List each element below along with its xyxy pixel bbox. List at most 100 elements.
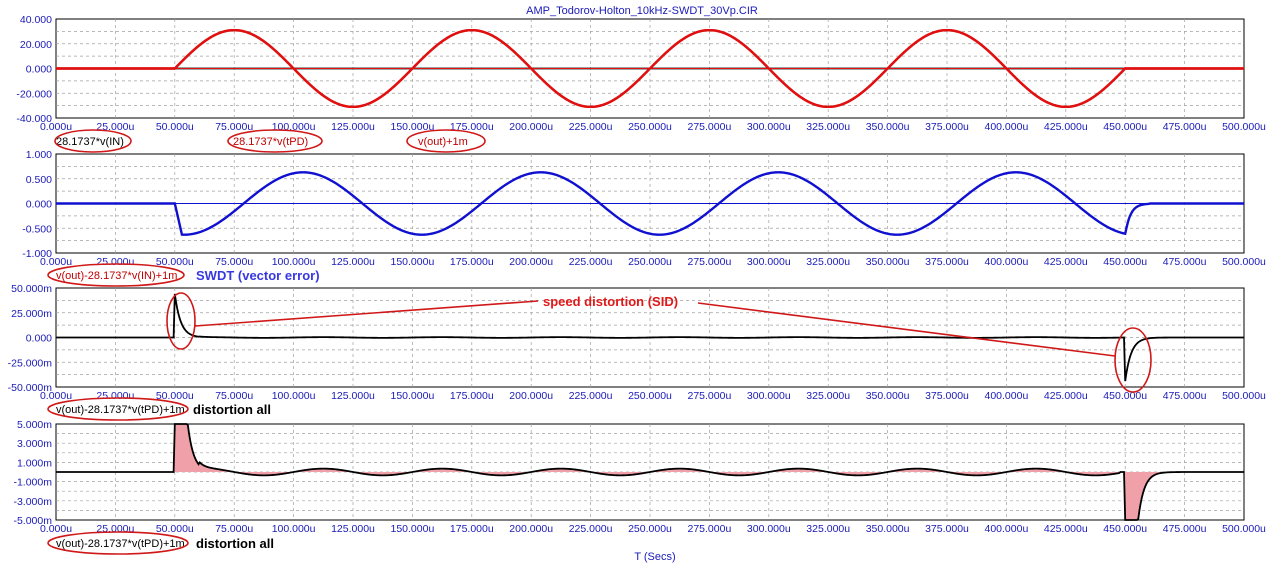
x-tick-label: 100.000u: [272, 256, 316, 268]
x-tick-label: 100.000u: [272, 523, 316, 535]
x-tick-label: 125.000u: [331, 256, 375, 268]
y-tick-label: -1.000: [22, 248, 52, 260]
x-tick-label: 250.000u: [628, 390, 672, 402]
x-tick-label: 0.000u: [40, 121, 72, 133]
x-tick-label: 350.000u: [866, 390, 910, 402]
x-tick-label: 150.000u: [391, 121, 435, 133]
chart-title: AMP_Todorov-Holton_10kHz-SWDT_30Vp.CIR: [526, 5, 758, 17]
x-tick-label: 0.000u: [40, 390, 72, 402]
x-tick-label: 375.000u: [925, 523, 969, 535]
x-tick-label: 25.000u: [96, 390, 134, 402]
x-tick-label: 350.000u: [866, 523, 910, 535]
x-tick-label: 500.000u: [1222, 390, 1266, 402]
x-tick-label: 450.000u: [1103, 390, 1147, 402]
trace-label-distortion-4[interactable]: v(out)-28.1737*v(tPD)+1m: [56, 538, 185, 550]
x-tick-label: 450.000u: [1103, 121, 1147, 133]
y-tick-label: 50.000m: [11, 283, 52, 295]
x-tick-label: 250.000u: [628, 523, 672, 535]
y-tick-label: -5.000m: [13, 515, 52, 527]
y-tick-label: 1.000: [26, 149, 52, 161]
x-tick-label: 175.000u: [450, 523, 494, 535]
x-tick-label: 325.000u: [806, 256, 850, 268]
trace-label-vtpd[interactable]: 28.1737*v(tPD): [233, 136, 308, 148]
x-tick-label: 200.000u: [509, 523, 553, 535]
x-tick-label: 200.000u: [509, 121, 553, 133]
x-axis-label: T (Secs): [634, 551, 675, 563]
x-tick-label: 475.000u: [1163, 390, 1207, 402]
sid-pointer-right: [697, 302, 1116, 357]
ellipse-sid-end: [1114, 327, 1152, 393]
x-tick-label: 300.000u: [747, 523, 791, 535]
y-tick-label: 40.000: [20, 14, 52, 26]
annotation-distortion-all-4: distortion all: [196, 536, 274, 551]
y-tick-label: -0.500: [22, 223, 52, 235]
x-tick-label: 125.000u: [331, 523, 375, 535]
x-tick-label: 0.000u: [40, 523, 72, 535]
trace-label-vector-error[interactable]: v(out)-28.1737*v(IN)+1m: [56, 270, 177, 282]
x-tick-label: 400.000u: [985, 390, 1029, 402]
y-tick-label: -40.000: [16, 113, 52, 125]
x-tick-label: 450.000u: [1103, 256, 1147, 268]
x-tick-label: 50.000u: [156, 390, 194, 402]
x-tick-label: 275.000u: [688, 256, 732, 268]
x-tick-label: 200.000u: [509, 256, 553, 268]
panel-3: 50.000m 25.000m 0.000 -25.000m -50.000m0.000…: [8, 283, 1266, 402]
x-tick-label: 475.000u: [1163, 121, 1207, 133]
y-tick-label: 5.000m: [17, 419, 52, 431]
x-tick-label: 275.000u: [688, 390, 732, 402]
y-tick-label: 20.000: [20, 39, 52, 51]
x-tick-label: 200.000u: [509, 390, 553, 402]
x-tick-label: 75.000u: [215, 121, 253, 133]
x-tick-label: 150.000u: [391, 256, 435, 268]
x-tick-label: 75.000u: [215, 523, 253, 535]
x-tick-label: 75.000u: [215, 390, 253, 402]
y-tick-label: 0.000: [26, 333, 52, 345]
trace-label-vin[interactable]: 28.1737*v(IN): [56, 136, 124, 148]
x-tick-label: 425.000u: [1044, 523, 1088, 535]
x-tick-label: 425.000u: [1044, 256, 1088, 268]
x-tick-label: 225.000u: [569, 390, 613, 402]
x-tick-label: 175.000u: [450, 256, 494, 268]
x-tick-label: 150.000u: [391, 523, 435, 535]
sid-pointer-left: [194, 300, 539, 327]
x-tick-label: 475.000u: [1163, 256, 1207, 268]
x-tick-label: 400.000u: [985, 121, 1029, 133]
x-tick-label: 375.000u: [925, 256, 969, 268]
x-tick-label: 275.000u: [688, 121, 732, 133]
x-tick-label: 300.000u: [747, 256, 791, 268]
x-tick-label: 425.000u: [1044, 390, 1088, 402]
x-tick-label: 25.000u: [96, 121, 134, 133]
trace-label-vout[interactable]: v(out)+1m: [418, 136, 468, 148]
ellipse-vin: [54, 129, 132, 153]
x-tick-label: 400.000u: [985, 523, 1029, 535]
y-tick-label: 0.000: [26, 199, 52, 211]
annotation-distortion-all-3: distortion all: [193, 402, 271, 417]
x-tick-label: 25.000u: [96, 256, 134, 268]
y-tick-label: -1.000m: [13, 477, 52, 489]
y-tick-label: -25.000m: [8, 357, 53, 369]
y-tick-label: -50.000m: [8, 382, 53, 394]
x-tick-label: 0.000u: [40, 256, 72, 268]
y-tick-label: 25.000m: [11, 308, 52, 320]
annotation-sid: speed distortion (SID): [543, 294, 678, 309]
x-tick-label: 300.000u: [747, 390, 791, 402]
x-tick-label: 375.000u: [925, 390, 969, 402]
series-line: [56, 423, 1244, 521]
x-tick-label: 50.000u: [156, 121, 194, 133]
y-tick-label: 0.000: [26, 64, 52, 76]
x-tick-label: 175.000u: [450, 121, 494, 133]
x-tick-label: 400.000u: [985, 256, 1029, 268]
x-tick-label: 300.000u: [747, 121, 791, 133]
y-tick-label: 1.000m: [17, 457, 52, 469]
x-tick-label: 500.000u: [1222, 121, 1266, 133]
x-tick-label: 450.000u: [1103, 523, 1147, 535]
panel-4: 5.000m 3.000m 1.000m -1.000m -3.000m -5.000m0…: [13, 419, 1266, 535]
x-tick-label: 175.000u: [450, 390, 494, 402]
ellipse-vtpd: [227, 129, 323, 153]
series-line: [56, 293, 1244, 382]
ellipse-vout: [406, 129, 486, 153]
trace-label-distortion-3[interactable]: v(out)-28.1737*v(tPD)+1m: [56, 404, 185, 416]
ellipse-vector-error: [47, 263, 185, 287]
